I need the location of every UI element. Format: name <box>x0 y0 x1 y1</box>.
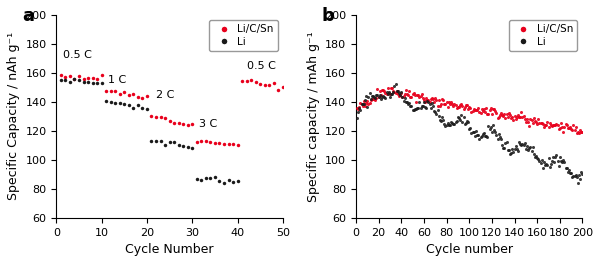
Text: 2 C: 2 C <box>156 90 175 100</box>
Legend: Li/C/Sn, Li: Li/C/Sn, Li <box>209 20 278 51</box>
Legend: Li/C/Sn, Li: Li/C/Sn, Li <box>509 20 577 51</box>
Text: b: b <box>322 7 335 25</box>
X-axis label: Cycle number: Cycle number <box>426 243 513 256</box>
X-axis label: Cycle Number: Cycle Number <box>125 243 214 256</box>
Y-axis label: Specific capacity / mAh g⁻¹: Specific capacity / mAh g⁻¹ <box>307 31 320 202</box>
Text: a: a <box>22 7 34 25</box>
Text: 0.5 C: 0.5 C <box>247 61 275 71</box>
Text: 3 C: 3 C <box>199 119 217 129</box>
Text: 0.5 C: 0.5 C <box>63 50 92 60</box>
Y-axis label: Specific Capacity / nAh g⁻¹: Specific Capacity / nAh g⁻¹ <box>7 32 20 200</box>
Text: 1 C: 1 C <box>109 75 127 85</box>
